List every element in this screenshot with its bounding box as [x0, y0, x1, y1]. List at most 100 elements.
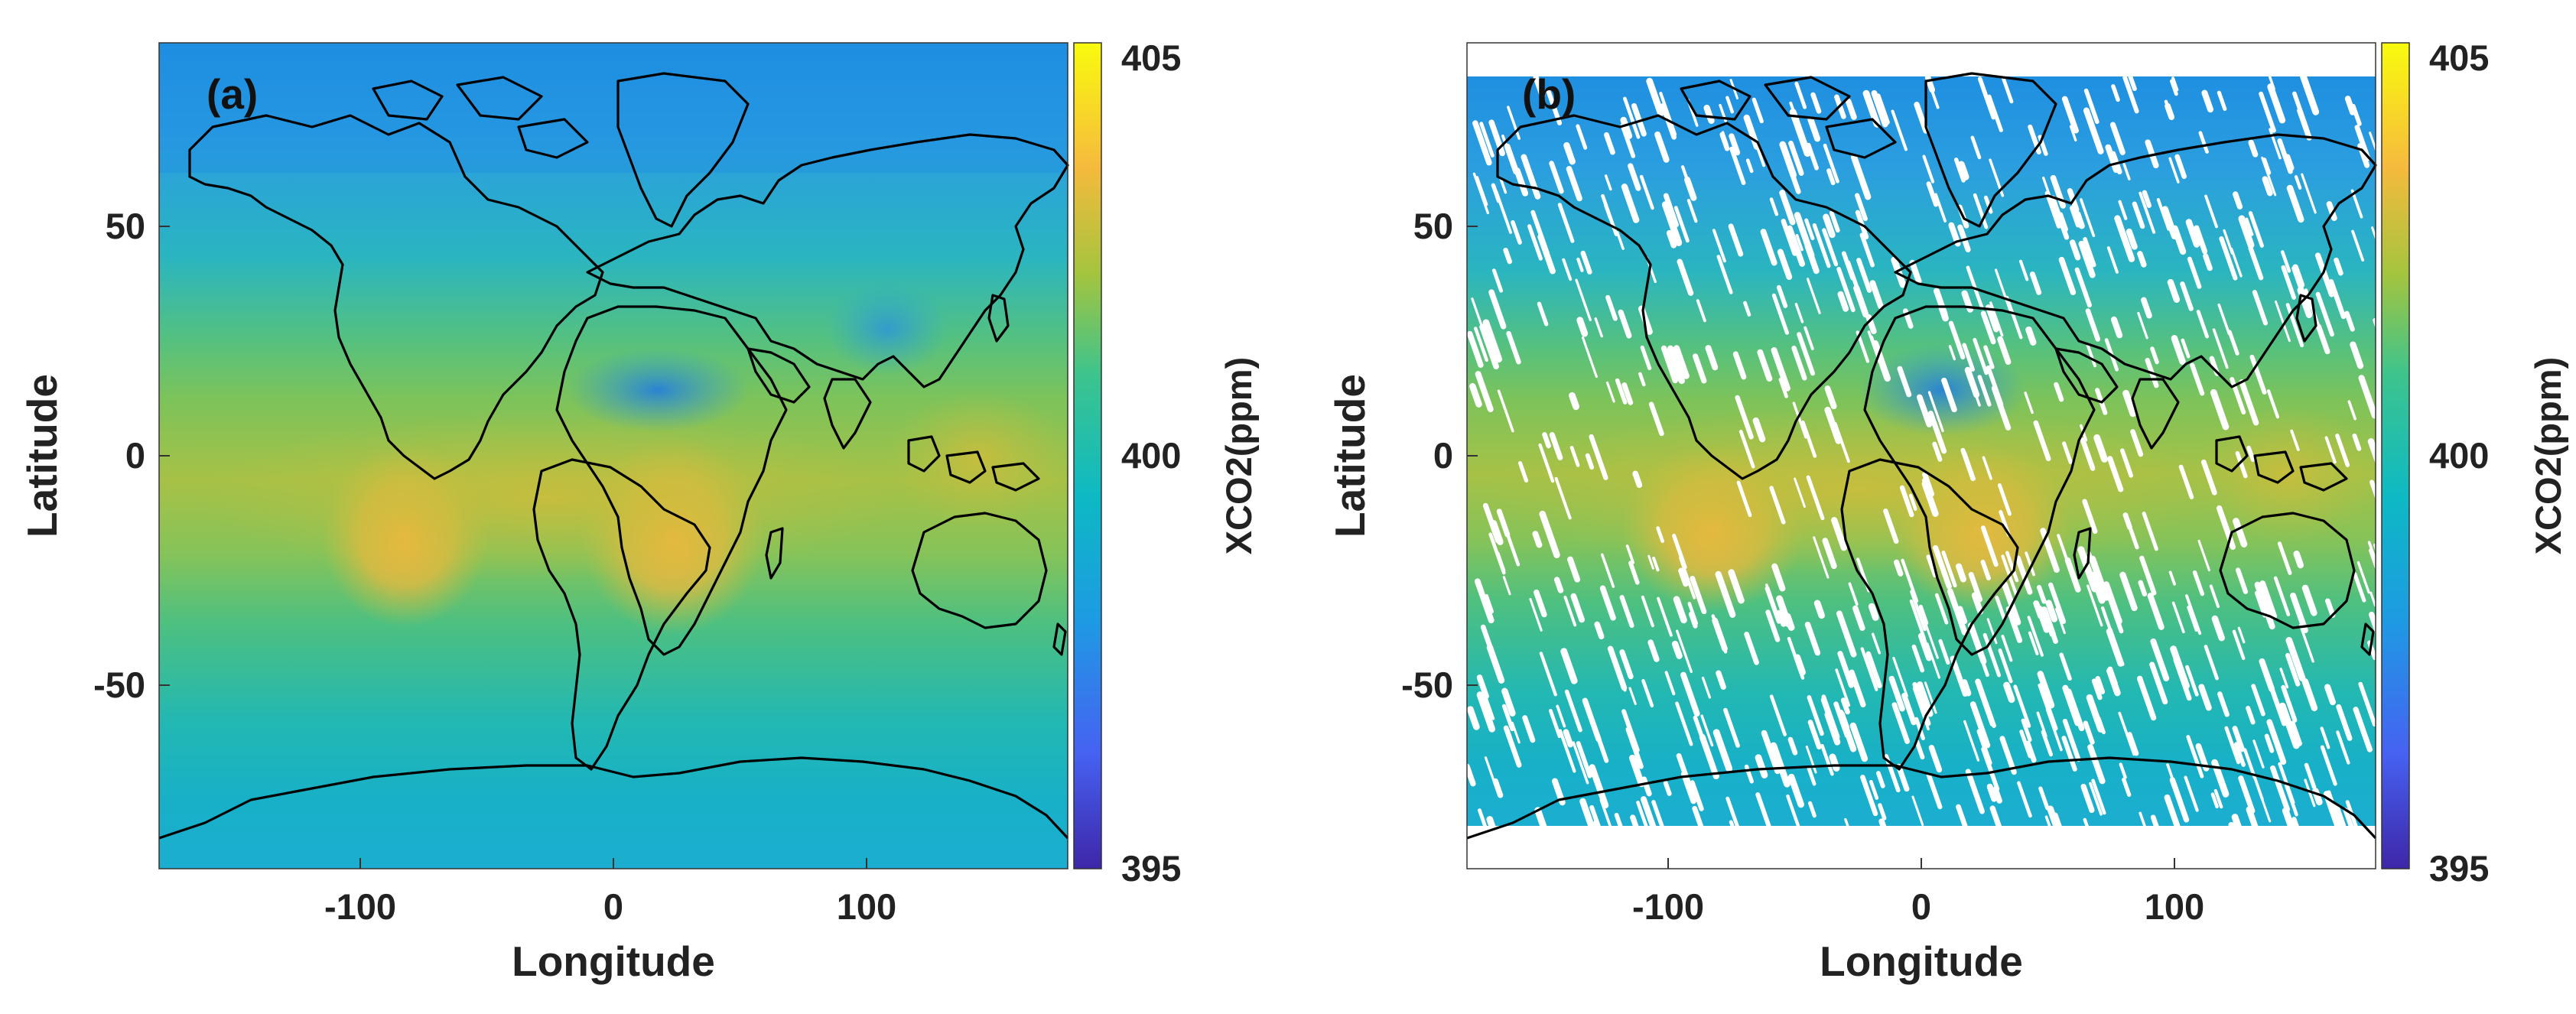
swath-gap [2280, 250, 2291, 273]
swath-gap [2100, 606, 2117, 645]
swath-gap [1831, 517, 1847, 551]
swath-gap [1489, 821, 1495, 826]
swath-gap [2025, 551, 2035, 577]
swath-gap [2150, 814, 2159, 826]
swath-gap [2059, 652, 2072, 681]
swath-gap [1779, 190, 1796, 226]
swath-gap [1926, 181, 1939, 207]
swath-gap [2170, 79, 2178, 96]
swath-gap [2173, 657, 2192, 701]
y-axis-label: Latitude [1326, 374, 1374, 538]
swath-gap [2185, 665, 2199, 697]
swath-gap [2304, 762, 2317, 789]
swath-gap [1934, 593, 1949, 625]
swath-gap [2235, 450, 2248, 479]
swath-gap [1594, 317, 1603, 338]
swath-gap [2003, 681, 2015, 704]
swath-gap [1787, 225, 1806, 267]
swath-gap [1938, 304, 1949, 322]
swath-gap [2233, 518, 2248, 548]
swath-gap [1918, 604, 1929, 626]
swath-gap [2285, 652, 2301, 687]
swath-gap [1869, 335, 1885, 371]
swath-gap [1787, 636, 1805, 680]
swath-gap [1625, 544, 1635, 564]
swath-gap [1475, 176, 1488, 206]
swath-gap [2232, 629, 2246, 661]
swath-gap [2093, 434, 2108, 463]
swath-gap [1926, 554, 1937, 578]
swath-gap [1548, 709, 1562, 739]
swath-gap [1620, 116, 1633, 139]
swath-gap [2281, 684, 2298, 723]
swath-gap [1614, 812, 1623, 826]
swath-gap [1589, 804, 1601, 826]
swath-gap [1971, 592, 1984, 615]
swath-gap [1647, 554, 1654, 570]
swath-gap [1921, 478, 1936, 511]
swath-gap [2286, 184, 2304, 223]
swath-gap [2369, 479, 2376, 500]
swath-gap [2235, 567, 2249, 594]
swath-gap [1871, 632, 1882, 655]
swath-gap [2353, 572, 2366, 603]
swath-gap [2037, 585, 2047, 604]
swath-gap [2262, 176, 2273, 197]
swath-gap [1640, 345, 1652, 371]
swath-gap [2213, 788, 2223, 809]
swath-gap [1922, 154, 1935, 184]
swath-gap [1673, 206, 1690, 243]
swath-gap [1947, 588, 1968, 635]
swath-gap [2037, 671, 2055, 709]
swath-gap [1982, 632, 2002, 678]
y-axis-a: 50 0 -50 Latitude [18, 206, 170, 705]
swath-gap [1941, 551, 1957, 588]
swath-gap [1534, 589, 1547, 618]
swath-gap [1807, 720, 1822, 750]
swath-gap [1631, 102, 1647, 137]
x-axis-b: -100 0 100 Longitude [1632, 858, 2204, 985]
swath-gap [2017, 781, 2032, 818]
swath-gap [2217, 691, 2230, 717]
swath-gap [2142, 190, 2152, 208]
swath-gap [1729, 133, 1741, 156]
swath-gap [1964, 451, 1976, 480]
swath-gap [2247, 759, 2264, 801]
swath-gap [1776, 284, 1788, 308]
swath-gap [1965, 769, 1985, 814]
swath-gap [1860, 775, 1878, 817]
swath-gap [1976, 684, 1995, 726]
swath-gap [2142, 512, 2158, 551]
swath-gap [1692, 805, 1704, 826]
swath-gap [2198, 684, 2212, 711]
swath-gap [1865, 651, 1882, 689]
swath-gap [2344, 310, 2355, 332]
swath-gap [1810, 92, 1822, 114]
swath-gap [1888, 675, 1905, 712]
swath-gap [1659, 92, 1677, 136]
swath-gap [2273, 576, 2291, 616]
swath-gap [2127, 732, 2139, 756]
swath-gap [1680, 165, 1693, 191]
swath-gap [1556, 704, 1566, 728]
swath-gap [2025, 740, 2037, 763]
swath-gap [1474, 327, 1488, 362]
swath-gap [2227, 330, 2239, 356]
swath-gap [2237, 626, 2246, 644]
swath-gap [2027, 616, 2044, 657]
swath-gap [2048, 582, 2067, 624]
swath-gap [1529, 598, 1543, 632]
swath-gap [1878, 818, 1887, 826]
swath-gap [2270, 765, 2291, 812]
swath-gap [1771, 293, 1790, 335]
swath-gap [1507, 106, 1521, 140]
swath-gap [2248, 211, 2264, 248]
swath-gap [2290, 429, 2300, 451]
swath-gap [1848, 582, 1859, 606]
swath-gap [2110, 316, 2123, 339]
swath-gap [1467, 706, 1480, 730]
swath-gap [1594, 621, 1605, 640]
y-axis-b: 50 0 -50 Latitude [1326, 206, 1478, 705]
swath-gap [1777, 249, 1793, 281]
swath-gap [1941, 377, 1957, 413]
